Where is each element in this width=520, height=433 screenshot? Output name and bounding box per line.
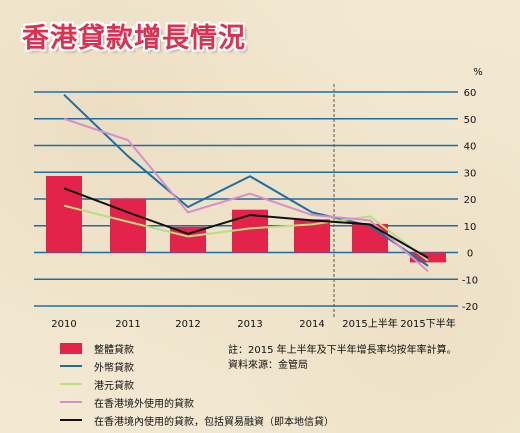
- y-tick-label: 50: [464, 115, 477, 126]
- bar: [46, 175, 82, 253]
- legend-item: 港元貸款: [60, 376, 280, 392]
- x-tick-label: 2013: [237, 319, 262, 330]
- series-line: [63, 93, 429, 267]
- legend-line-swatch: [60, 365, 82, 367]
- legend-line-swatch: [60, 401, 82, 403]
- legend-label: 外幣貸款: [94, 362, 134, 374]
- legend-item: 在香港境外使用的貸款: [60, 394, 280, 410]
- y-tick-label: 10: [464, 222, 477, 233]
- x-tick-label: 2015下半年: [400, 317, 455, 330]
- y-tick-label: -20: [462, 302, 478, 313]
- legend-label: 在香港境外使用的貸款: [94, 398, 194, 410]
- note-text: 註：2015 年上半年及下半年增長率均按年率計算。: [228, 345, 457, 356]
- series-line: [63, 187, 429, 259]
- legend-label: 在香港境內使用的貸款，包括貿易融資（即本地信貸）: [94, 416, 334, 428]
- y-tick-label: 20: [464, 195, 477, 206]
- y-tick-label: 60: [464, 88, 477, 99]
- x-tick-label: 2010: [51, 319, 76, 330]
- x-tick-label: 2015上半年: [342, 317, 397, 330]
- legend-item: 在香港境內使用的貸款，包括貿易融資（即本地信貸）: [60, 412, 334, 428]
- legend-item: 外幣貸款: [60, 358, 280, 374]
- series-line: [63, 204, 429, 262]
- bar: [352, 223, 388, 253]
- y-axis-label: %: [473, 67, 483, 78]
- x-tick-label: 2012: [175, 319, 200, 330]
- legend-label: 整體貸款: [94, 344, 134, 356]
- y-tick-label: 0: [467, 249, 473, 260]
- x-tick-label: 2014: [299, 319, 324, 330]
- x-tick-label: 2011: [115, 319, 140, 330]
- legend-item: 整體貸款: [60, 340, 280, 356]
- chart-title: 香港貸款增長情況: [22, 23, 246, 54]
- source-text: 資料來源：金管局: [228, 360, 308, 371]
- legend-label: 港元貸款: [94, 380, 134, 392]
- y-tick-label: 40: [464, 142, 477, 153]
- legend-bar-swatch: [60, 342, 82, 354]
- legend-line-swatch: [60, 383, 82, 385]
- legend-line-swatch: [60, 419, 82, 421]
- chart-notes: 註：2015 年上半年及下半年增長率均按年率計算。 資料來源：金管局: [228, 343, 457, 373]
- y-tick-label: -10: [462, 275, 478, 286]
- series-line: [63, 117, 429, 272]
- y-tick-label: 30: [464, 168, 477, 179]
